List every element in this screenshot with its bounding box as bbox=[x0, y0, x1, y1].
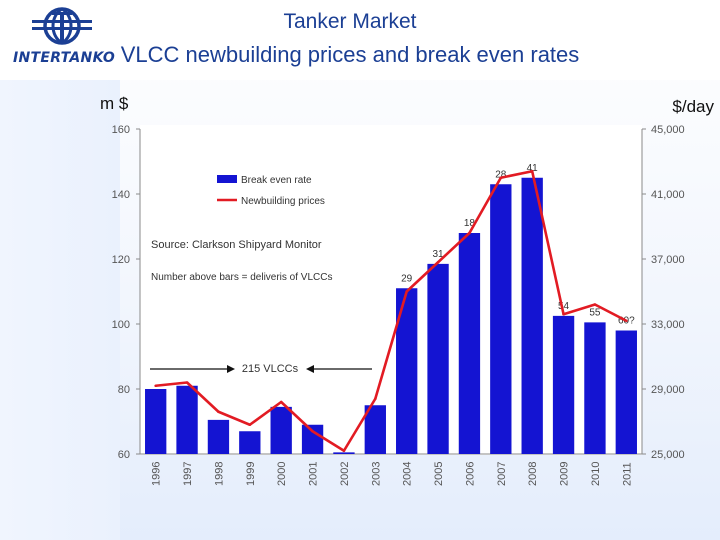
line-point bbox=[405, 290, 408, 293]
right-tick-label: 45,000 bbox=[651, 124, 685, 136]
bar bbox=[584, 322, 606, 454]
left-tick-label: 140 bbox=[112, 189, 130, 201]
right-axis-unit: $/day bbox=[672, 97, 714, 116]
x-tick-label: 1999 bbox=[245, 462, 257, 486]
right-tick-label: 41,000 bbox=[651, 189, 685, 201]
line-point bbox=[217, 410, 220, 414]
right-tick-label: 25,000 bbox=[651, 449, 685, 461]
x-tick-label: 2005 bbox=[433, 462, 445, 486]
logo-text: INTERTANKO bbox=[12, 50, 116, 66]
span-arrow-right-head bbox=[306, 365, 314, 373]
line-point bbox=[311, 429, 314, 433]
bar bbox=[396, 288, 418, 454]
left-tick-label: 100 bbox=[112, 319, 130, 331]
bar bbox=[239, 431, 261, 454]
x-tick-label: 2007 bbox=[496, 462, 508, 486]
globe-icon bbox=[32, 7, 92, 45]
left-tick-label: 80 bbox=[118, 384, 130, 396]
page-title: Tanker Market bbox=[283, 10, 417, 33]
line-point bbox=[185, 381, 189, 384]
bar bbox=[490, 184, 512, 454]
right-tick-label: 37,000 bbox=[651, 254, 685, 266]
newbuilding-price-line bbox=[155, 169, 627, 453]
x-tick-label: 2011 bbox=[621, 462, 633, 486]
bar bbox=[270, 406, 292, 454]
right-tick-label: 29,000 bbox=[651, 384, 685, 396]
bar-value-label: 31 bbox=[433, 249, 445, 260]
x-tick-label: 2000 bbox=[276, 462, 288, 486]
left-tick-label: 60 bbox=[118, 449, 130, 461]
line-point bbox=[562, 312, 565, 316]
x-tick-label: 1997 bbox=[182, 462, 194, 486]
bar bbox=[301, 424, 324, 454]
x-tick-label: 2009 bbox=[559, 462, 571, 486]
bar bbox=[364, 405, 386, 454]
bar-value-label: 41 bbox=[527, 163, 539, 174]
bar-value-label: 55 bbox=[589, 307, 601, 318]
left-tick-label: 160 bbox=[112, 124, 130, 136]
line-point bbox=[625, 319, 628, 323]
bar bbox=[458, 233, 481, 454]
x-tick-label: 2001 bbox=[308, 462, 320, 486]
line-point bbox=[342, 449, 346, 453]
intertanko-logo: INTERTANKO bbox=[2, 6, 122, 68]
bar-value-label: 54 bbox=[558, 301, 570, 312]
left-axis-unit: m $ bbox=[100, 94, 129, 113]
line-point bbox=[468, 231, 471, 235]
line-point bbox=[499, 176, 503, 180]
right-tick-label: 33,000 bbox=[651, 319, 685, 331]
legend-label-bar: Break even rate bbox=[241, 175, 312, 186]
bar-label-note: Number above bars = deliveris of VLCCs bbox=[151, 272, 332, 283]
x-tick-label: 2003 bbox=[370, 462, 382, 486]
left-tick-label: 120 bbox=[112, 254, 130, 266]
x-tick-label: 1996 bbox=[151, 462, 163, 486]
x-tick-label: 2002 bbox=[339, 462, 351, 486]
x-tick-label: 2006 bbox=[464, 462, 476, 486]
span-label: 215 VLCCs bbox=[242, 363, 299, 375]
bar bbox=[427, 263, 449, 454]
bar-value-label: 18 bbox=[464, 218, 476, 229]
bar bbox=[145, 389, 167, 454]
line-point bbox=[154, 384, 157, 388]
source-note: Source: Clarkson Shipyard Monitor bbox=[151, 239, 322, 251]
x-tick-label: 2008 bbox=[527, 462, 539, 486]
x-tick-label: 2004 bbox=[402, 462, 414, 486]
line-point bbox=[279, 400, 283, 404]
bar bbox=[521, 177, 543, 454]
x-tick-label: 2010 bbox=[590, 462, 602, 486]
line-point bbox=[436, 260, 440, 264]
bar bbox=[207, 419, 230, 454]
line-point bbox=[593, 303, 597, 306]
bar bbox=[176, 385, 198, 454]
legend-swatch-bar bbox=[217, 175, 237, 183]
line-point bbox=[530, 169, 534, 173]
bar bbox=[615, 330, 637, 454]
bar bbox=[333, 452, 355, 454]
legend-label-line: Newbuilding prices bbox=[241, 196, 325, 207]
line-point bbox=[374, 397, 377, 401]
line-point bbox=[248, 423, 252, 427]
side-strip bbox=[0, 80, 120, 540]
page-subtitle: VLCC newbuilding prices and break even r… bbox=[120, 42, 580, 67]
bar-value-label: 29 bbox=[401, 273, 413, 284]
bar bbox=[552, 315, 575, 454]
bar-value-label: 28 bbox=[495, 169, 507, 180]
span-arrow-left-head bbox=[227, 365, 235, 373]
header-band bbox=[0, 0, 720, 80]
x-tick-label: 1998 bbox=[213, 462, 225, 486]
